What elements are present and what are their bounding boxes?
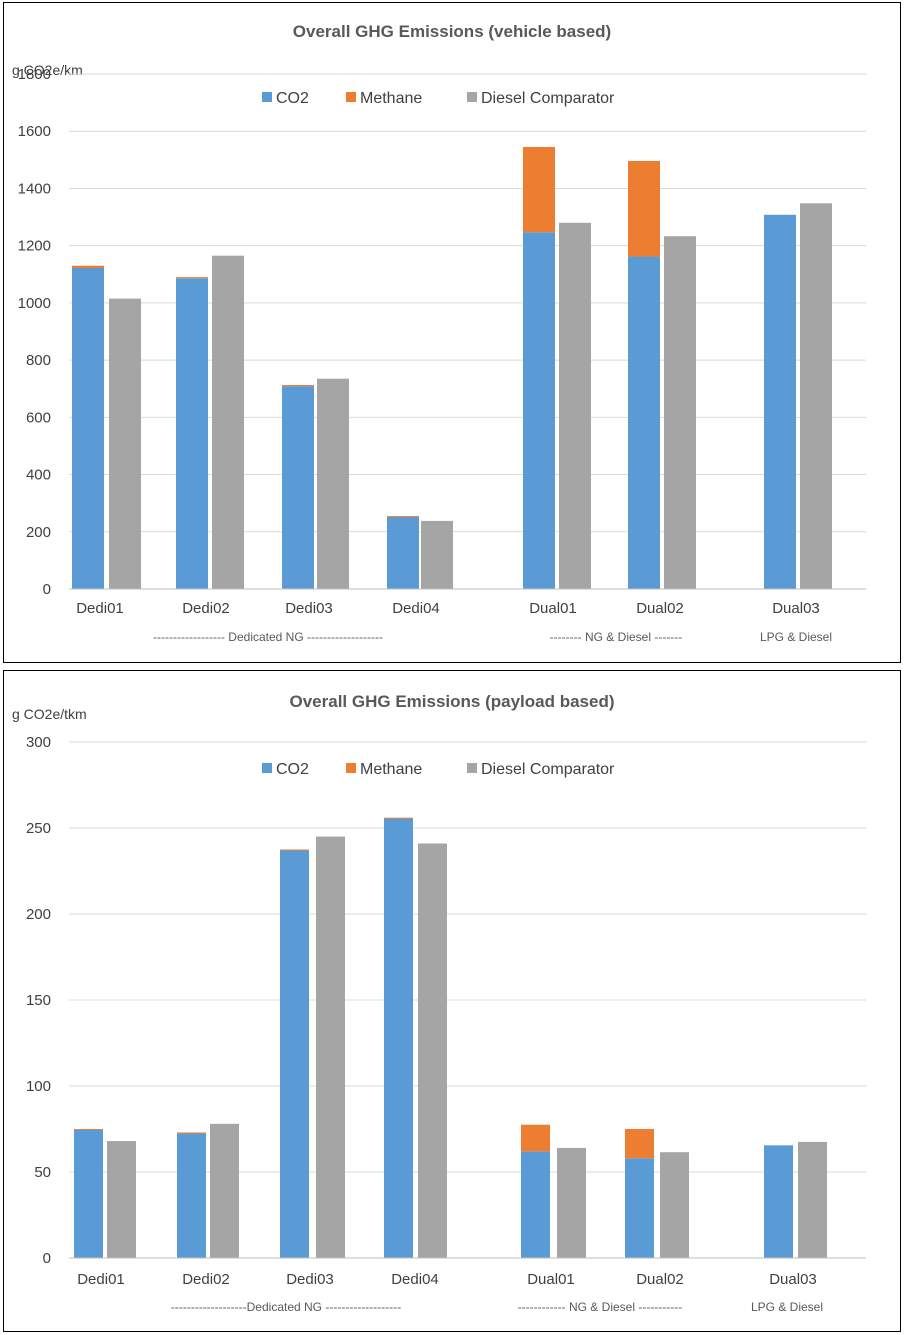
chart-title: Overall GHG Emissions (payload based) — [290, 692, 615, 711]
x-group-label: ------------ NG & Diesel ----------- — [518, 1300, 683, 1314]
bar-co2-dedi02 — [176, 278, 208, 589]
vehicle-based-chart: Overall GHG Emissions (vehicle based) g C… — [12, 22, 866, 644]
bar-methane-dual02 — [625, 1129, 654, 1159]
x-category-label: Dedi04 — [392, 600, 440, 617]
y-tick-label: 300 — [26, 734, 51, 751]
payload-based-chart-panel: Overall GHG Emissions (payload based) g C… — [3, 670, 901, 1332]
payload-based-chart: Overall GHG Emissions (payload based) g C… — [12, 692, 866, 1314]
bar-co2-dual01 — [521, 1151, 550, 1258]
y-tick-label: 1400 — [18, 180, 51, 197]
vehicle-based-chart-panel: Overall GHG Emissions (vehicle based) g C… — [3, 2, 901, 663]
bar-co2-dedi01 — [74, 1129, 103, 1258]
bar-methane-dedi03 — [282, 385, 314, 387]
x-category-label: Dual01 — [527, 1271, 575, 1288]
bar-diesel-comparator-dual02 — [660, 1152, 689, 1258]
bar-methane-dedi03 — [280, 849, 309, 851]
y-tick-label: 200 — [26, 524, 51, 541]
bar-diesel-comparator-dual03 — [800, 203, 832, 590]
legend-label-methane: Methane — [360, 90, 422, 107]
x-category-label: Dedi01 — [77, 1271, 125, 1288]
bar-methane-dedi02 — [177, 1132, 206, 1134]
x-category-label: Dedi03 — [286, 1271, 334, 1288]
y-tick-label: 1600 — [18, 123, 51, 140]
bar-co2-dedi04 — [387, 516, 419, 589]
legend-swatch-diesel-comparator — [467, 92, 477, 102]
bar-diesel-comparator-dedi02 — [212, 255, 244, 590]
bar-methane-dedi01 — [72, 265, 104, 268]
legend-swatch-diesel-comparator — [467, 763, 477, 773]
x-category-label: Dedi02 — [182, 600, 230, 617]
x-category-label: Dedi01 — [76, 600, 124, 617]
bar-diesel-comparator-dual02 — [664, 236, 696, 589]
y-tick-label: 1200 — [18, 238, 51, 255]
legend-swatch-methane — [346, 92, 356, 102]
y-tick-label: 1000 — [18, 295, 51, 312]
bar-diesel-comparator-dedi03 — [317, 378, 349, 589]
legend-label-diesel-comparator: Diesel Comparator — [481, 761, 615, 778]
y-tick-label: 100 — [26, 1078, 51, 1095]
bar-diesel-comparator-dedi04 — [421, 520, 453, 589]
y-tick-label: 150 — [26, 992, 51, 1009]
bar-methane-dual02 — [628, 160, 660, 257]
bar-methane-dual01 — [521, 1124, 550, 1152]
y-tick-label: 200 — [26, 906, 51, 923]
y-axis-label: g CO2e/km — [12, 62, 83, 78]
legend-label-co2: CO2 — [276, 761, 309, 778]
x-group-label: LPG & Diesel — [760, 630, 832, 644]
y-tick-label: 250 — [26, 820, 51, 837]
x-group-label: -------------------Dedicated NG --------… — [171, 1300, 402, 1314]
x-category-label: Dual03 — [772, 600, 820, 617]
bar-diesel-comparator-dual01 — [559, 222, 591, 589]
legend-label-co2: CO2 — [276, 90, 309, 107]
legend-swatch-co2 — [262, 92, 272, 102]
y-tick-label: 0 — [43, 581, 51, 598]
x-category-label: Dual02 — [636, 1271, 684, 1288]
bar-co2-dedi03 — [282, 386, 314, 589]
chart-title: Overall GHG Emissions (vehicle based) — [293, 22, 611, 41]
legend-label-methane: Methane — [360, 761, 422, 778]
y-tick-label: 50 — [34, 1164, 51, 1181]
x-group-label: ------------------ Dedicated NG --------… — [153, 630, 383, 644]
bar-co2-dedi04 — [384, 818, 413, 1258]
x-category-label: Dedi03 — [285, 600, 333, 617]
bar-methane-dedi01 — [74, 1129, 103, 1130]
bar-diesel-comparator-dual03 — [798, 1141, 827, 1258]
bar-diesel-comparator-dedi02 — [210, 1123, 239, 1258]
y-axis-label: g CO2e/tkm — [12, 706, 87, 722]
bar-diesel-comparator-dual01 — [557, 1147, 586, 1258]
x-group-label: -------- NG & Diesel ------- — [550, 630, 683, 644]
bar-methane-dedi02 — [176, 277, 208, 279]
bar-co2-dedi02 — [177, 1133, 206, 1258]
bar-co2-dual02 — [628, 256, 660, 589]
bar-co2-dedi03 — [280, 850, 309, 1258]
bar-diesel-comparator-dedi01 — [109, 298, 141, 589]
legend-swatch-methane — [346, 763, 356, 773]
x-category-label: Dedi04 — [391, 1271, 439, 1288]
bar-co2-dedi01 — [72, 267, 104, 589]
bar-co2-dual02 — [625, 1158, 654, 1258]
legend-swatch-co2 — [262, 763, 272, 773]
x-category-label: Dual02 — [636, 600, 684, 617]
bar-co2-dual03 — [764, 214, 796, 589]
bar-methane-dedi04 — [384, 817, 413, 819]
y-tick-label: 400 — [26, 467, 51, 484]
bar-co2-dual01 — [523, 232, 555, 589]
bar-diesel-comparator-dedi04 — [418, 843, 447, 1258]
y-tick-label: 800 — [26, 352, 51, 369]
bar-diesel-comparator-dedi01 — [107, 1141, 136, 1258]
x-category-label: Dedi02 — [182, 1271, 230, 1288]
bar-methane-dual01 — [523, 146, 555, 233]
x-group-label: LPG & Diesel — [751, 1300, 823, 1314]
bar-diesel-comparator-dedi03 — [316, 836, 345, 1258]
x-category-label: Dual01 — [529, 600, 577, 617]
bar-methane-dedi04 — [387, 516, 419, 518]
y-tick-label: 0 — [43, 1250, 51, 1267]
y-tick-label: 600 — [26, 409, 51, 426]
bar-co2-dual03 — [764, 1145, 793, 1258]
legend-label-diesel-comparator: Diesel Comparator — [481, 90, 615, 107]
x-category-label: Dual03 — [769, 1271, 817, 1288]
y-tick-label: 1800 — [18, 66, 51, 83]
